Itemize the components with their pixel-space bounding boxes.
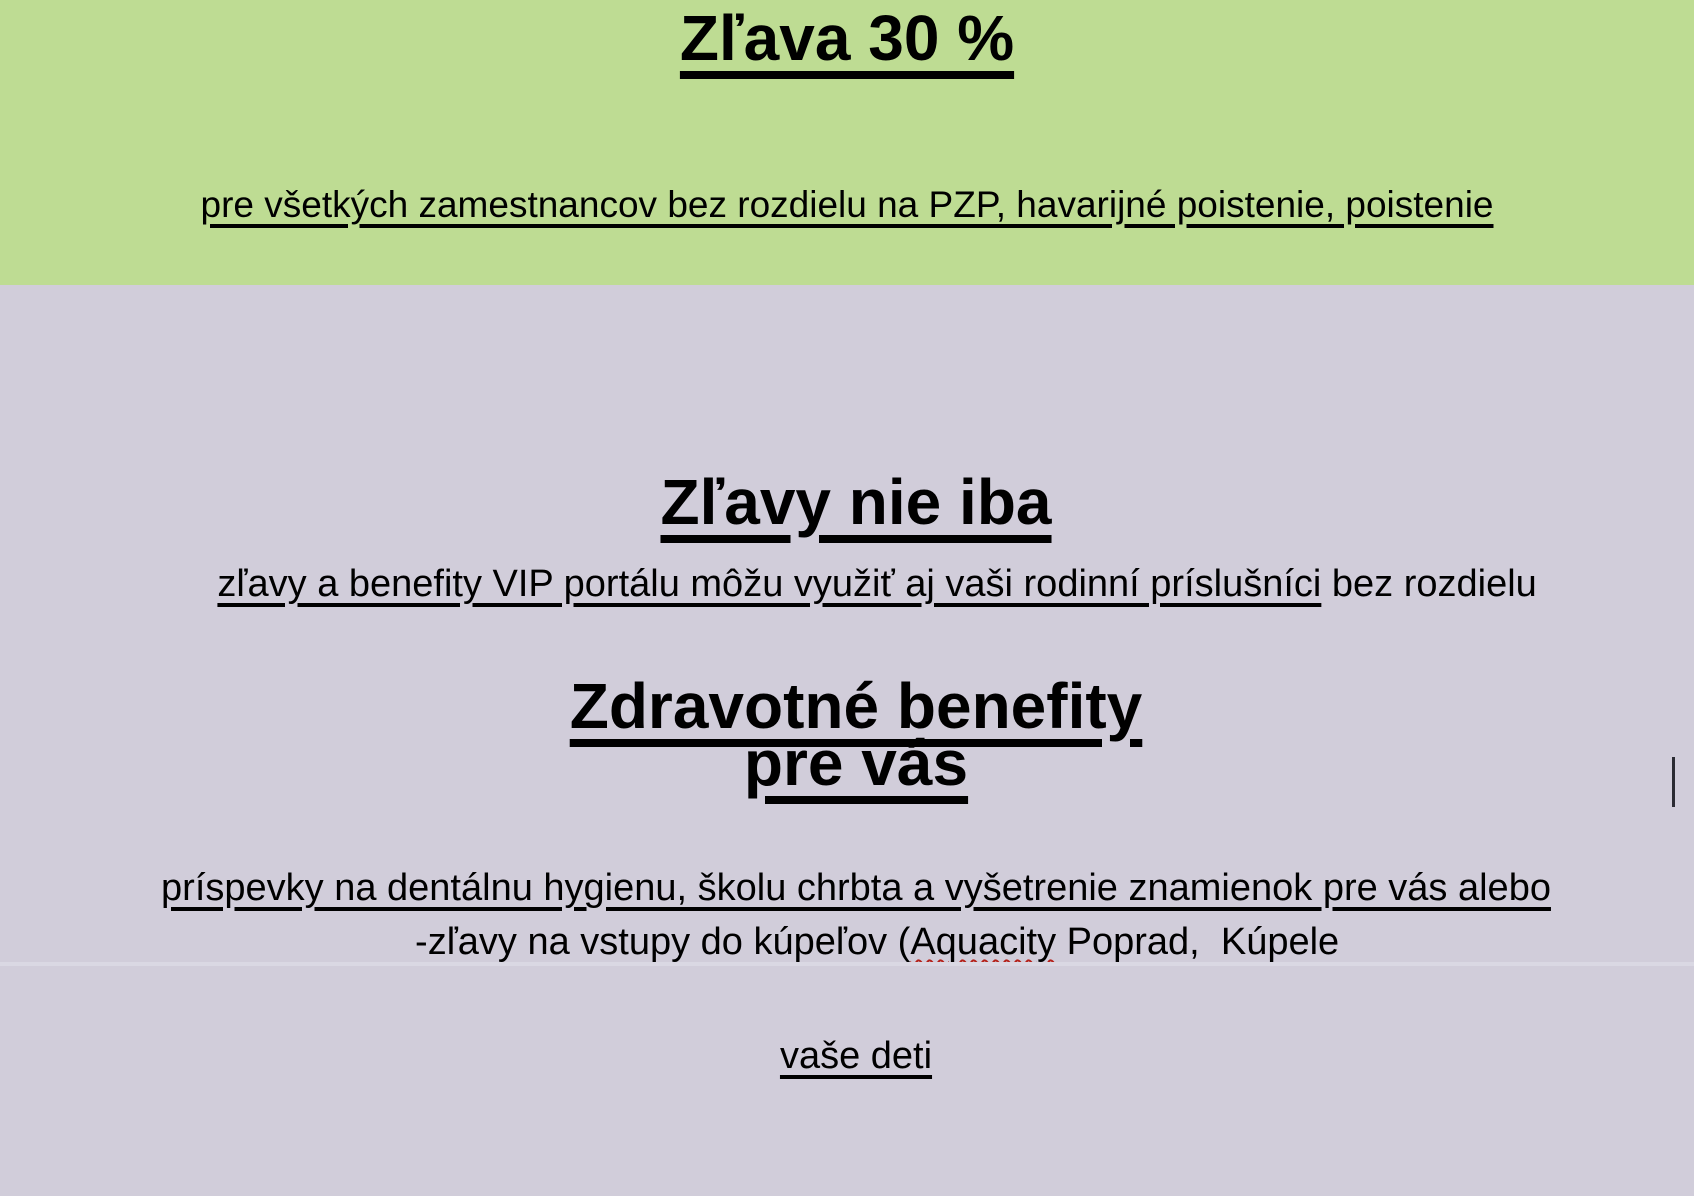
discounts-heading-line-1: Zľavy nie iba	[660, 466, 1052, 538]
spa-discounts-misspelled-word: Aquacity	[910, 921, 1057, 963]
health-benefits-line-2: vaše deti	[779, 1035, 933, 1077]
vip-portal-paragraph[interactable]: zľavy a benefity VIP portálu môžu využiť…	[9, 500, 1694, 668]
vip-portal-underlined-text: zľavy a benefity VIP portálu môžu využiť…	[217, 563, 1322, 605]
green-subtitle-line-1: pre všetkých zamestnancov bez rozdielu n…	[200, 184, 1494, 225]
spa-discounts-paragraph[interactable]: -zľavy na vstupy do kúpeľov (Aquacity Po…	[9, 858, 1694, 1026]
health-benefits-heading[interactable]: Zdravotné benefity	[569, 670, 1143, 742]
discounts-heading[interactable]: Zľavy nie iba pre vás	[9, 285, 1694, 981]
vip-portal-plain-text: bez rozdielu	[1321, 563, 1537, 605]
spa-discounts-rest: Poprad, Kúpele	[1056, 921, 1340, 963]
lavender-textbox[interactable]: Zľavy nie iba pre vás zľavy a benefity V…	[0, 285, 1694, 1077]
discounts-heading-line-2: pre vás	[743, 727, 969, 799]
green-textbox[interactable]: Zľava 30 % pre všetkých zamestnancov bez…	[0, 0, 1694, 375]
slide-bottom-edge	[0, 962, 1694, 966]
text-cursor	[1672, 757, 1675, 807]
health-benefits-line-1: príspevky na dentálnu hygienu, školu chr…	[161, 867, 1551, 909]
spa-discounts-prefix: -zľavy na vstupy do kúpeľov (	[415, 921, 911, 963]
green-title[interactable]: Zľava 30 %	[679, 2, 1015, 74]
